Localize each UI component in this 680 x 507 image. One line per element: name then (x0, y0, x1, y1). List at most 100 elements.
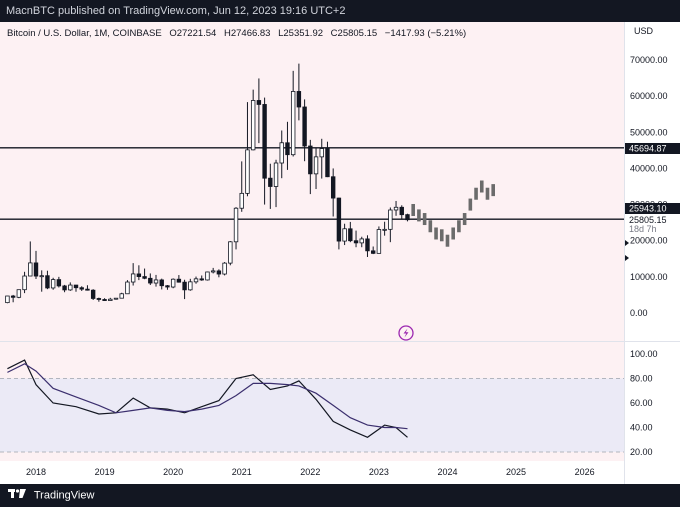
projection-bar (491, 184, 495, 197)
year-tick-label: 2021 (232, 467, 252, 477)
candle (268, 163, 273, 209)
candle (33, 250, 39, 280)
level-label-low: 25943.10 (625, 203, 680, 214)
candle (336, 197, 342, 250)
rsi-lines (7, 359, 408, 438)
rsi-line (7, 359, 408, 438)
projection-bar (457, 220, 461, 233)
candle (153, 274, 159, 287)
candle (290, 70, 296, 157)
year-tick-label: 2024 (437, 467, 457, 477)
candle (388, 207, 393, 243)
candle (370, 246, 376, 255)
time-axis-ticks: 2018 2019 2020 2021 2022 2023 2024 2025 2026 (26, 467, 595, 477)
rsi-band-group (0, 378, 624, 453)
projection-bar (417, 209, 421, 222)
candle (193, 276, 199, 284)
price-tick-label: 60000.00 (630, 91, 668, 101)
price-tick-label: 70000.00 (630, 55, 668, 65)
legend-high: H27466.83 (224, 28, 270, 39)
level-high-text: 45694.87 (629, 144, 667, 154)
candle (62, 284, 67, 293)
candle (176, 275, 182, 283)
candle (222, 262, 227, 276)
year-tick-label: 2018 (26, 467, 46, 477)
candle (90, 289, 96, 300)
candle (5, 295, 10, 304)
candle (245, 102, 250, 197)
projection-bar (474, 187, 478, 200)
candle (108, 297, 113, 301)
price-tick-label: 10000.00 (630, 272, 668, 282)
candle (376, 226, 382, 254)
legend-change: −1417.93 (−5.21%) (385, 28, 466, 39)
price-pane (0, 22, 624, 341)
year-tick-label: 2022 (300, 467, 320, 477)
candle (325, 141, 330, 178)
candle (130, 263, 136, 286)
candle (348, 221, 353, 243)
projection-bar (451, 227, 455, 240)
level-label-high: 45694.87 (625, 143, 680, 154)
candle (199, 275, 204, 281)
price-axis-bg (624, 22, 680, 484)
candle (365, 235, 370, 257)
candle (256, 78, 262, 144)
publisher-text: MacnBTC published on TradingView.com, Ju… (6, 5, 346, 17)
candles (5, 63, 410, 304)
price-tick-label: 20000.00 (630, 236, 668, 246)
candle (313, 147, 319, 190)
candle (382, 221, 387, 236)
candle (279, 130, 284, 179)
candle (39, 270, 44, 292)
rsi-tick-label: 60.00 (630, 398, 653, 408)
countdown-text: 18d 7h (629, 224, 657, 234)
candle (216, 269, 222, 278)
candle (125, 280, 130, 295)
candle (262, 97, 267, 205)
legend-low: L25351.92 (278, 28, 323, 39)
projection-bar (462, 213, 467, 226)
candle (399, 205, 404, 220)
candle (330, 168, 336, 217)
candle (28, 241, 33, 277)
candle (148, 273, 153, 286)
time-axis-bg (0, 461, 624, 484)
projection-bar (479, 180, 484, 193)
price-chart[interactable]: Bitcoin / U.S. Dollar, 1M, COINBASE O272… (0, 22, 680, 484)
candle (102, 298, 107, 301)
legend-close: C25805.15 (331, 28, 377, 39)
candle (239, 161, 244, 212)
candle (119, 292, 124, 299)
projection-bar (485, 187, 490, 200)
rsi-tick-label: 20.00 (630, 447, 653, 457)
axis-marker-icon (625, 240, 629, 246)
candle (96, 297, 102, 302)
projection-bar (422, 213, 427, 226)
candle (56, 276, 62, 288)
rsi-axis-ticks: 100.00 80.00 60.00 40.00 20.00 (630, 349, 658, 457)
currency-label: USD (634, 26, 654, 36)
year-tick-label: 2020 (163, 467, 183, 477)
projection-bar (439, 229, 444, 242)
level-low-text: 25943.10 (629, 204, 667, 214)
year-tick-label: 2026 (575, 467, 595, 477)
candle (319, 138, 324, 179)
candle (45, 270, 50, 290)
legend-symbol: Bitcoin / U.S. Dollar, 1M, COINBASE (7, 28, 162, 39)
projection-bar (428, 220, 433, 233)
lightning-icon[interactable] (398, 325, 414, 341)
candle (85, 285, 90, 291)
candle (10, 294, 16, 303)
candle (205, 271, 210, 281)
rsi-ma-line (7, 363, 408, 430)
legend-text: Bitcoin / U.S. Dollar, 1M, COINBASE O272… (7, 28, 466, 39)
candle (210, 267, 216, 274)
price-tick-label: 50000.00 (630, 127, 668, 137)
candle (165, 284, 170, 290)
projection-bar (434, 227, 438, 240)
footer-brand: TradingView (33, 489, 95, 502)
candle (308, 139, 313, 195)
projection-bar (411, 203, 415, 216)
candle (16, 289, 22, 299)
